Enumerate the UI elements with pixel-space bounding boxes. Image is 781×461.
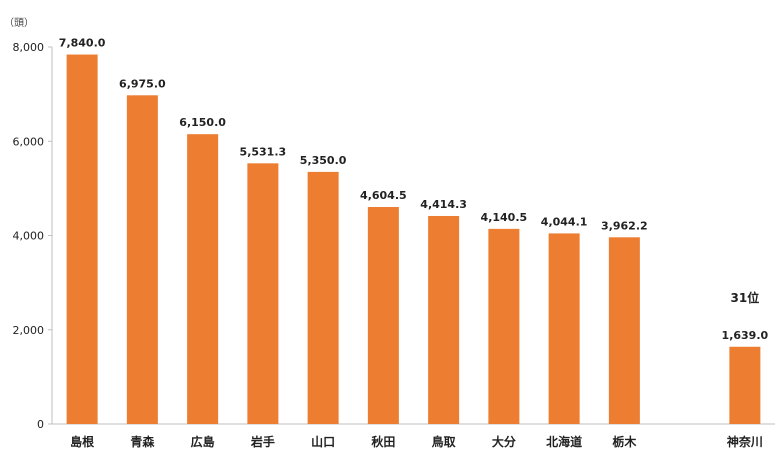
data-label: 1,639.0 [722, 329, 769, 342]
x-tick-label: 大分 [492, 434, 516, 449]
x-tick-label: 山口 [311, 434, 335, 449]
x-tick-label: 北海道 [546, 434, 582, 449]
data-label: 5,350.0 [300, 154, 347, 167]
bar [247, 163, 279, 424]
x-tick-label: 栃木 [612, 434, 637, 449]
y-axis-ticks: 0 2,000 4,000 6,000 8,000 [13, 41, 52, 431]
data-label: 6,975.0 [119, 77, 166, 90]
bar [608, 237, 640, 424]
x-tick-label: 神奈川 [727, 434, 763, 449]
data-label: 4,604.5 [360, 189, 407, 202]
data-label: 3,962.2 [601, 219, 648, 232]
data-label: 5,531.3 [240, 145, 287, 158]
data-labels-group: 7,840.0 6,975.0 6,150.0 5,531.3 5,350.0 4,604… [59, 37, 769, 342]
data-label: 6,150.0 [179, 116, 226, 129]
x-tick-label: 青森 [130, 434, 155, 449]
bars-group [66, 54, 761, 424]
bar [548, 233, 580, 424]
bar [367, 207, 399, 424]
x-tick-label: 広島 [191, 434, 215, 449]
bar [66, 54, 98, 424]
y-tick-label: 0 [37, 418, 44, 431]
bar [488, 228, 520, 424]
x-tick-label: 秋田 [371, 434, 395, 449]
bar [307, 171, 339, 424]
x-tick-label: 鳥取 [432, 434, 456, 449]
annotations-group: 31位 [731, 290, 760, 305]
rank-annotation: 31位 [731, 290, 760, 305]
data-label: 7,840.0 [59, 37, 106, 50]
y-tick-label: 2,000 [13, 324, 45, 337]
y-tick-label: 6,000 [13, 135, 45, 148]
y-tick-label: 8,000 [13, 41, 45, 54]
bar [126, 95, 158, 424]
data-label: 4,044.1 [541, 215, 588, 228]
bar [428, 215, 460, 424]
data-label: 4,414.3 [420, 198, 467, 211]
y-tick-label: 4,000 [13, 230, 45, 243]
y-axis-unit-label: （頭） [4, 17, 34, 29]
x-tick-label: 岩手 [250, 434, 275, 449]
bar [187, 134, 219, 424]
x-axis-ticks: 島根 青森 広島 岩手 山口 秋田 鳥取 大分 北海道 栃木 神奈川 [70, 434, 763, 449]
bar [729, 346, 761, 424]
x-tick-label: 島根 [70, 434, 94, 449]
data-label: 4,140.5 [481, 211, 528, 224]
